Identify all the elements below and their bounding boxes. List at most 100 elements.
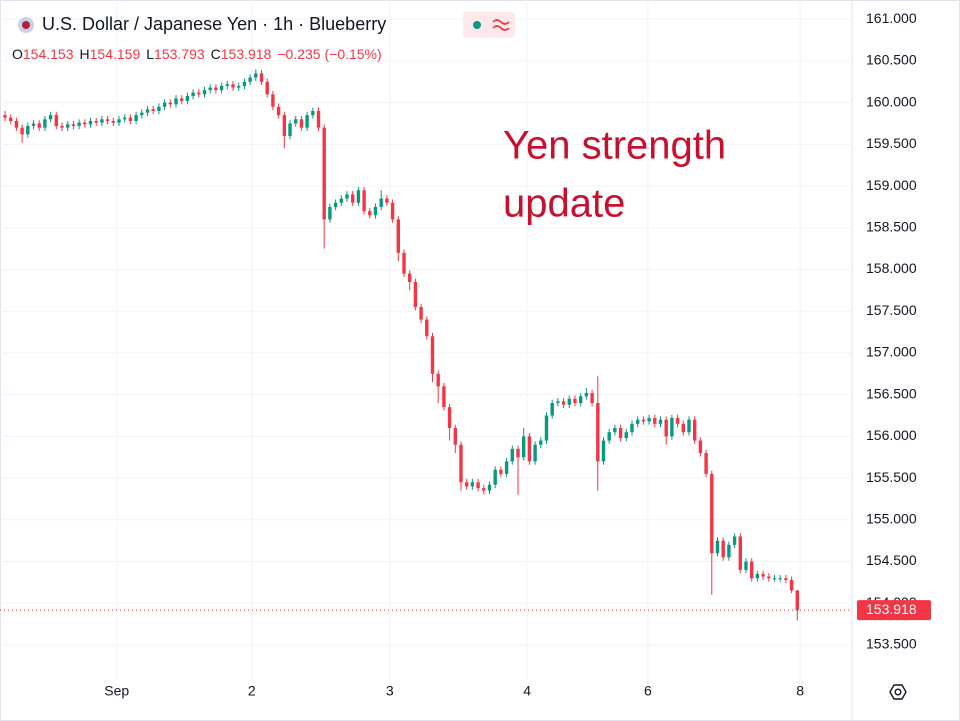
- candle-body: [715, 540, 720, 554]
- candle-body: [54, 115, 59, 126]
- candle-body: [31, 123, 36, 126]
- candle-body: [436, 373, 440, 387]
- candle-body: [180, 98, 184, 101]
- delayed-icon: [492, 19, 510, 31]
- candle-body: [157, 106, 161, 111]
- candle-body: [596, 402, 600, 462]
- candle-body: [795, 590, 799, 611]
- candle-body: [670, 418, 674, 437]
- candle-body: [225, 84, 230, 86]
- candle-body: [487, 484, 492, 491]
- candle-body: [162, 102, 167, 107]
- candle-body: [94, 120, 98, 123]
- candle-body: [738, 536, 742, 570]
- candle-body: [14, 120, 19, 128]
- candle-body: [20, 127, 24, 135]
- candle-body: [77, 122, 81, 126]
- candle-body: [151, 109, 155, 111]
- candle-body: [385, 198, 389, 203]
- candle-body: [419, 307, 423, 320]
- ohlc-legend: O154.153 H154.159 L153.793 C153.918 −0.235 (…: [12, 46, 382, 62]
- candle-body: [231, 84, 235, 88]
- candle-body: [561, 401, 566, 405]
- candle-body: [550, 402, 554, 416]
- candle-body: [214, 87, 218, 91]
- candle-body: [658, 419, 663, 424]
- candle-body: [128, 117, 133, 121]
- y-tick-label: 158.000: [866, 260, 917, 276]
- candle-body: [635, 419, 640, 424]
- candle-body: [607, 432, 611, 441]
- candle-body: [259, 73, 264, 82]
- y-tick-label: 153.500: [866, 636, 917, 652]
- candle-body: [744, 561, 748, 570]
- candle-body: [704, 453, 708, 474]
- candle-body: [647, 418, 651, 422]
- candle-body: [37, 123, 41, 128]
- ohlc-value: 153.793: [154, 46, 205, 62]
- candle-body: [447, 407, 452, 429]
- candle-body: [134, 115, 138, 121]
- candle-body: [66, 124, 70, 128]
- candle-body: [202, 90, 207, 95]
- candle-body: [345, 194, 349, 199]
- ohlc-key: L: [146, 46, 154, 62]
- candle-body: [88, 120, 93, 125]
- ohlc-value: 154.153: [23, 46, 74, 62]
- x-tick-label: Sep: [104, 683, 129, 699]
- overlay: U.S. Dollar / Japanese Yen · 1h · Bluebe…: [0, 10, 931, 700]
- candle-body: [425, 319, 429, 337]
- candle-body: [789, 579, 794, 591]
- annotation-line: update: [503, 182, 625, 226]
- candle-body: [732, 536, 737, 545]
- candle-body: [482, 488, 486, 491]
- y-tick-label: 154.500: [866, 552, 917, 568]
- candle-body: [288, 123, 292, 136]
- candle-body: [453, 428, 457, 445]
- candle-body: [641, 419, 646, 422]
- candle-body: [373, 206, 378, 216]
- x-tick-label: 4: [523, 683, 531, 699]
- y-tick-label: 160.000: [866, 93, 917, 109]
- candle-body: [265, 81, 269, 95]
- candle-body: [105, 119, 110, 121]
- candle-body: [396, 219, 400, 253]
- candle-body: [761, 574, 765, 577]
- candle-body: [681, 423, 685, 433]
- candle-body: [721, 540, 725, 558]
- candle-body: [100, 119, 104, 123]
- settings-icon[interactable]: [889, 684, 907, 700]
- candle-body: [544, 415, 549, 441]
- candle-body: [219, 85, 224, 91]
- candle-body: [601, 440, 606, 462]
- candle-body: [362, 190, 366, 212]
- candle-body: [271, 94, 275, 107]
- candle-body: [351, 194, 355, 203]
- candle-body: [191, 92, 195, 96]
- candle-body: [749, 561, 754, 579]
- x-tick-label: 2: [248, 683, 256, 699]
- candle-body: [767, 576, 771, 579]
- candle-body: [573, 398, 577, 403]
- candle-body: [624, 432, 628, 439]
- candle-body: [664, 419, 668, 437]
- candle-body: [493, 469, 497, 485]
- candle-body: [48, 115, 53, 120]
- candle-body: [407, 273, 412, 283]
- x-tick-label: 6: [644, 683, 652, 699]
- settings-icon-center[interactable]: [894, 688, 902, 696]
- candle-body: [174, 98, 178, 105]
- candle-body: [390, 202, 395, 220]
- settings-button[interactable]: [889, 684, 907, 700]
- candle-body: [692, 419, 697, 441]
- candle-body: [71, 124, 76, 126]
- candle-body: [368, 211, 372, 216]
- candle-body: [521, 436, 526, 458]
- candle-body: [413, 282, 418, 308]
- candle-body: [316, 110, 321, 128]
- candle-body: [276, 106, 281, 116]
- candle-body: [630, 423, 634, 433]
- candle-body: [83, 122, 87, 125]
